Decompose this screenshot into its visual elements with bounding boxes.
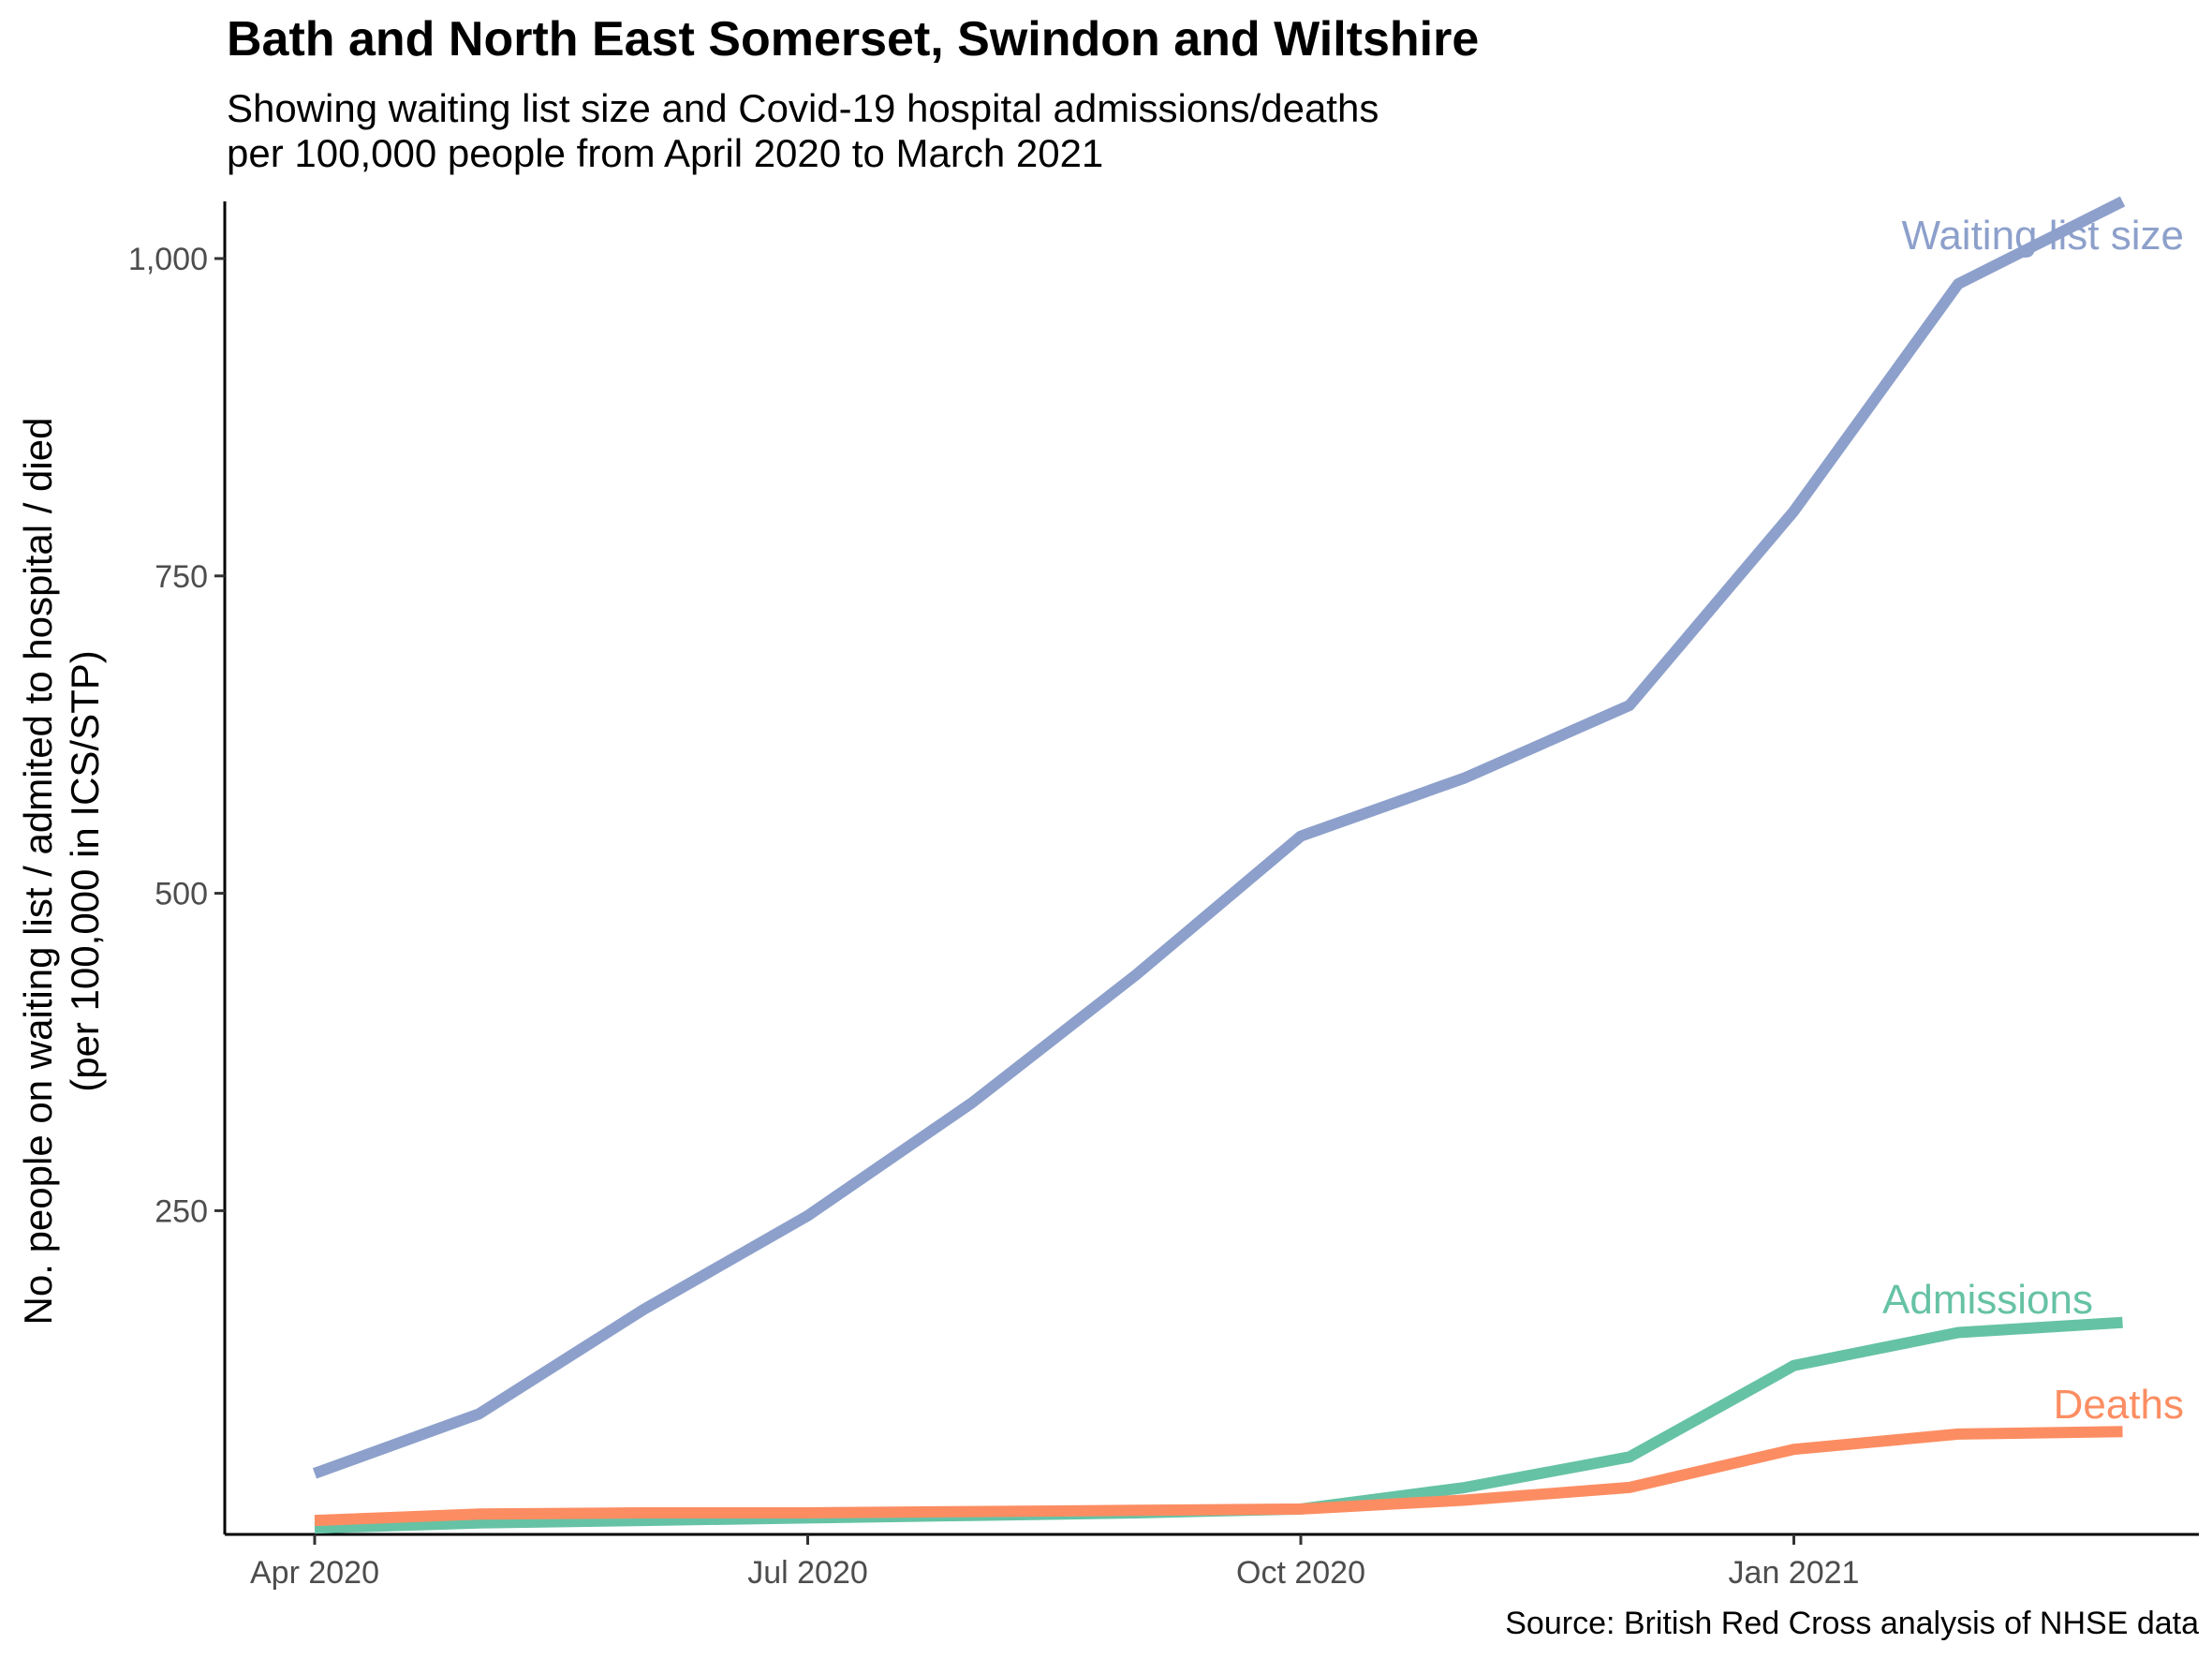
y-axis-title: No. people on waiting list / admited to …	[16, 418, 60, 1326]
series-line-waiting-list-size	[312, 196, 2126, 1479]
x-tick-label: Oct 2020	[1236, 1555, 1365, 1591]
x-tick-label: Apr 2020	[250, 1555, 379, 1591]
x-ticks: Apr 2020 Jul 2020 Oct 2020 Jan 2021	[250, 1534, 1859, 1591]
series-line-deaths	[314, 1426, 2123, 1527]
chart-title: Bath and North East Somerset, Swindon an…	[227, 12, 1480, 67]
y-axis-subtitle: (per 100,000 in ICS/STP)	[63, 650, 107, 1092]
x-tick-label: Jul 2020	[747, 1555, 868, 1591]
series-lines	[312, 196, 2126, 1534]
series-labels: Waiting list size Admissions Deaths	[1882, 213, 2184, 1428]
x-tick-label: Jan 2021	[1729, 1555, 1860, 1591]
series-label-admissions: Admissions	[1882, 1277, 2093, 1323]
series-line-admissions	[314, 1316, 2123, 1534]
axes	[223, 201, 2199, 1536]
y-tick-label: 500	[155, 877, 208, 912]
y-tick-label: 1,000	[128, 242, 208, 277]
source-caption: Source: British Red Cross analysis of NH…	[1505, 1606, 2199, 1641]
y-ticks: 250 500 750 1,000	[128, 242, 225, 1229]
y-tick-label: 750	[155, 559, 208, 595]
chart-subtitle: Showing waiting list size and Covid-19 h…	[227, 86, 1379, 175]
series-label-waiting-list: Waiting list size	[1901, 213, 2184, 259]
series-label-deaths: Deaths	[2054, 1382, 2184, 1428]
y-tick-label: 250	[155, 1193, 208, 1229]
